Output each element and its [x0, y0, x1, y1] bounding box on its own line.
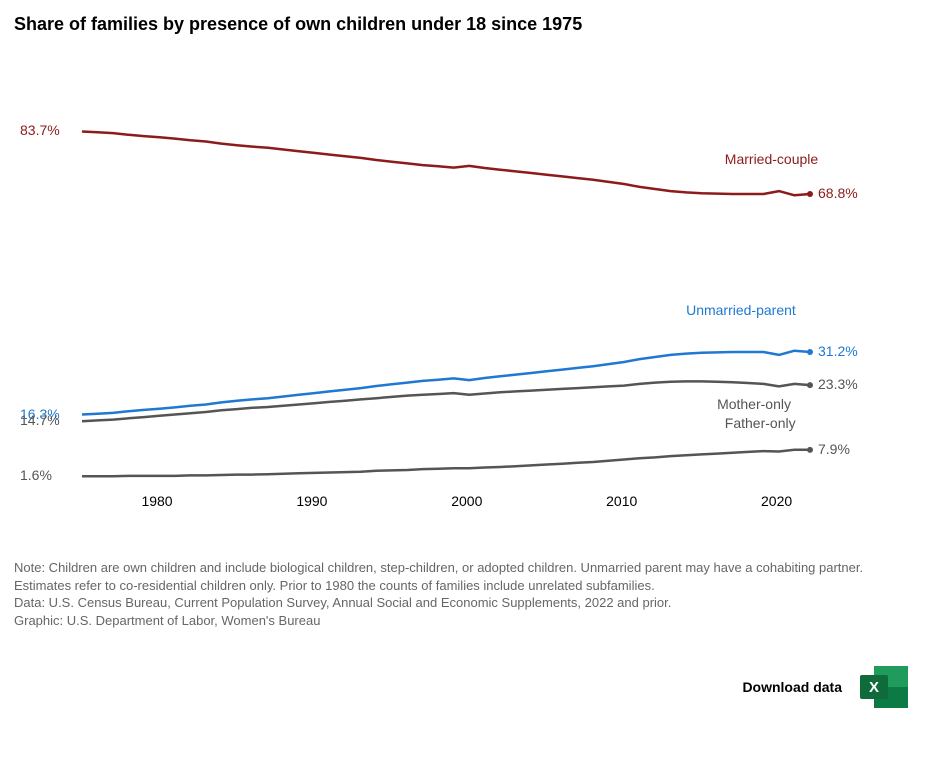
- series-line-father: [82, 450, 810, 477]
- series-end-dot-mother: [807, 382, 813, 388]
- series-line-mother: [82, 381, 810, 421]
- x-tick-label: 1980: [141, 493, 172, 509]
- series-line-married: [82, 132, 810, 196]
- chart-title: Share of families by presence of own chi…: [14, 14, 918, 35]
- chart-area: 83.7%68.8%Married-couple16.3%31.2%Unmarr…: [14, 63, 918, 523]
- series-end-dot-unmarried: [807, 349, 813, 355]
- series-label-unmarried: Unmarried-parent: [686, 302, 796, 318]
- note-line: Data: U.S. Census Bureau, Current Popula…: [14, 594, 894, 612]
- download-row: Download data X: [742, 666, 908, 708]
- start-value-married: 83.7%: [20, 122, 60, 138]
- end-value-father: 7.9%: [818, 441, 850, 457]
- end-value-unmarried: 31.2%: [818, 343, 858, 359]
- x-tick-label: 2010: [606, 493, 637, 509]
- end-value-mother: 23.3%: [818, 376, 858, 392]
- note-line: Note: Children are own children and incl…: [14, 559, 894, 594]
- series-end-dot-father: [807, 447, 813, 453]
- x-tick-label: 2020: [761, 493, 792, 509]
- start-value-mother: 14.7%: [20, 412, 60, 428]
- chart-svg: [14, 63, 918, 523]
- excel-icon-letter: X: [860, 675, 888, 699]
- figure-container: Share of families by presence of own chi…: [0, 0, 932, 774]
- end-value-married: 68.8%: [818, 185, 858, 201]
- series-label-mother: Mother-only: [717, 396, 791, 412]
- series-end-dot-married: [807, 191, 813, 197]
- note-line: Graphic: U.S. Department of Labor, Women…: [14, 612, 894, 630]
- start-value-father: 1.6%: [20, 467, 52, 483]
- download-data-link[interactable]: Download data: [742, 679, 842, 695]
- x-tick-label: 1990: [296, 493, 327, 509]
- chart-note: Note: Children are own children and incl…: [14, 559, 894, 629]
- series-label-married: Married-couple: [725, 151, 818, 167]
- excel-icon[interactable]: X: [860, 666, 908, 708]
- x-tick-label: 2000: [451, 493, 482, 509]
- series-label-father: Father-only: [725, 415, 796, 431]
